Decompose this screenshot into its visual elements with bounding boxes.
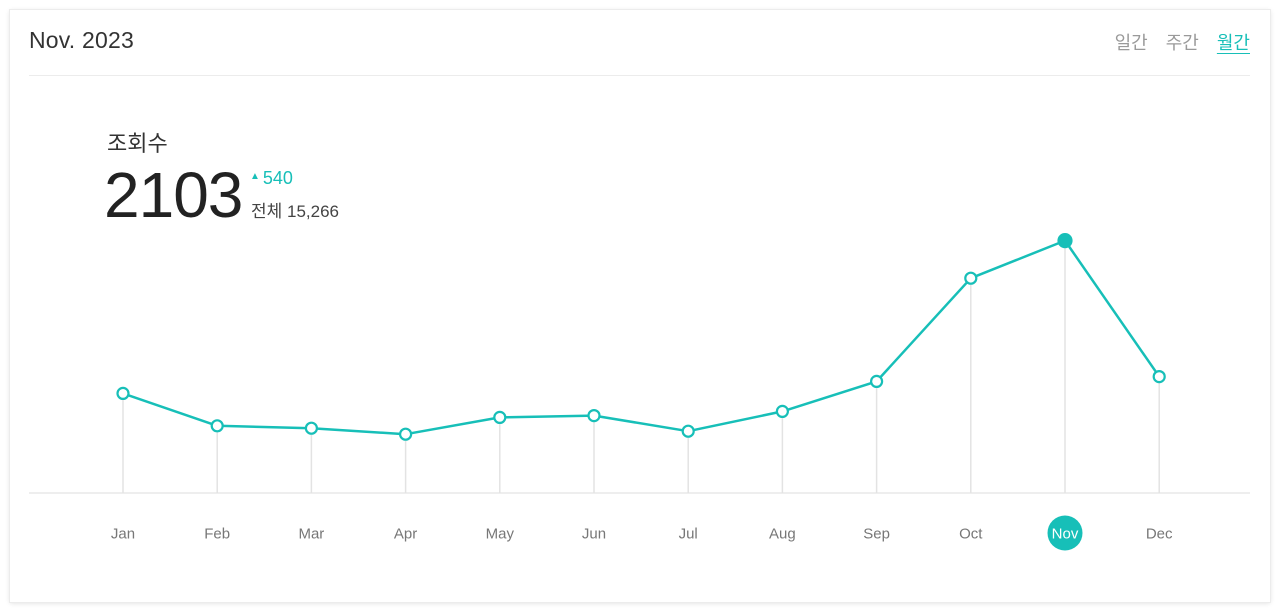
x-tick-label: Feb bbox=[204, 526, 230, 543]
x-tick-label: Jan bbox=[111, 526, 135, 543]
x-tick-label: Jul bbox=[679, 526, 698, 543]
card-header: Nov. 2023 일간 주간 월간 bbox=[29, 10, 1250, 76]
tab-monthly[interactable]: 월간 bbox=[1216, 33, 1250, 53]
x-tick-label: Apr bbox=[394, 526, 417, 543]
x-tick-label: Nov bbox=[1052, 526, 1079, 543]
metric-total: 전체 15,266 bbox=[251, 202, 339, 221]
triangle-up-icon: ▲ bbox=[250, 171, 260, 182]
x-tick-label: May bbox=[486, 526, 515, 543]
period-title: Nov. 2023 bbox=[29, 27, 134, 53]
data-point bbox=[681, 424, 695, 438]
delta-value: 540 bbox=[262, 168, 293, 188]
data-point bbox=[399, 427, 413, 441]
x-tick-label: Dec bbox=[1146, 526, 1173, 543]
data-point bbox=[587, 409, 601, 423]
line-chart: Jan Feb Mar Apr May Jun Jul Aug Sep Oct Nov Dec bbox=[29, 233, 1250, 551]
x-tick-label: Oct bbox=[959, 526, 983, 543]
data-point bbox=[775, 404, 790, 418]
data-point bbox=[116, 386, 130, 400]
period-tabs: 일간 주간 월간 bbox=[1115, 29, 1250, 55]
x-tick-label: Jun bbox=[582, 526, 606, 543]
data-point bbox=[1152, 370, 1166, 384]
data-point bbox=[964, 271, 978, 285]
x-tick-label: Sep bbox=[863, 526, 890, 543]
metric-value: 2103 bbox=[104, 159, 243, 231]
stats-card: Nov. 2023 일간 주간 월간 조회수 2103 ▲ 540 전체 15,… bbox=[10, 10, 1270, 602]
tab-daily[interactable]: 일간 bbox=[1114, 33, 1148, 53]
data-point bbox=[869, 374, 884, 388]
metric-delta: ▲ 540 bbox=[250, 168, 293, 189]
tab-weekly[interactable]: 주간 bbox=[1165, 33, 1199, 53]
data-point bbox=[493, 410, 507, 424]
x-tick-label: Mar bbox=[298, 526, 324, 543]
series-line bbox=[122, 239, 1161, 436]
x-tick-label: Aug bbox=[769, 526, 796, 543]
data-point bbox=[1057, 233, 1073, 249]
data-point bbox=[210, 419, 224, 433]
data-point bbox=[304, 421, 318, 435]
metric-label: 조회수 bbox=[107, 131, 168, 156]
active-month-marker bbox=[1047, 515, 1083, 551]
